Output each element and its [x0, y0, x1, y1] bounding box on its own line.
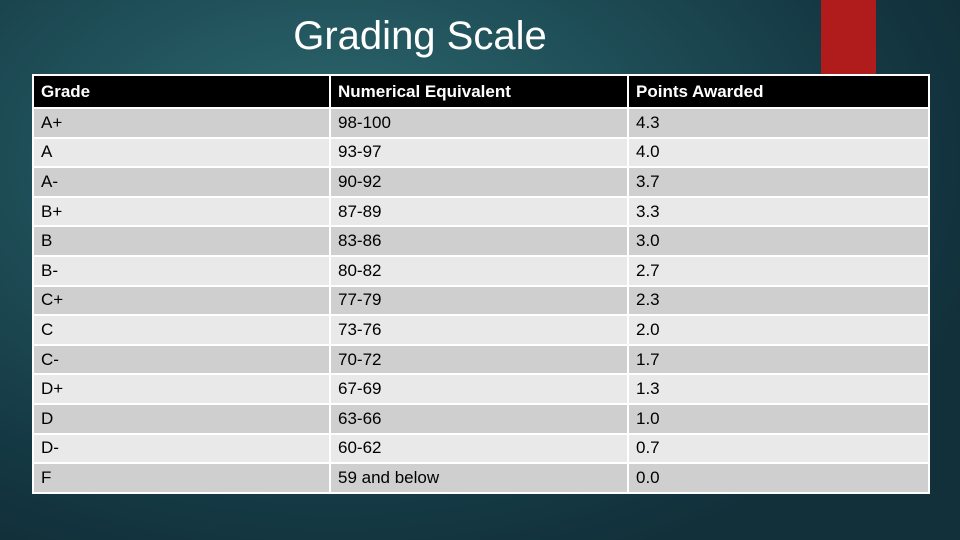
- table-row: B+ 87-89 3.3: [32, 195, 930, 228]
- cell-points-awarded: 0.0: [627, 462, 930, 494]
- cell-grade: F: [32, 462, 331, 494]
- cell-numerical-equivalent: 59 and below: [329, 462, 629, 494]
- cell-grade: C+: [32, 284, 331, 317]
- table-row: D+ 67-69 1.3: [32, 373, 930, 405]
- cell-grade: B-: [32, 254, 331, 287]
- red-accent-bar: [821, 0, 876, 75]
- table-row: C- 70-72 1.7: [32, 343, 930, 376]
- cell-numerical-equivalent: 83-86: [329, 225, 629, 257]
- cell-numerical-equivalent: 67-69: [329, 373, 629, 405]
- cell-grade: C-: [32, 343, 331, 376]
- table-row: D 63-66 1.0: [32, 402, 930, 435]
- cell-grade: D: [32, 402, 331, 435]
- cell-points-awarded: 3.0: [627, 225, 930, 257]
- cell-grade: A-: [32, 166, 331, 198]
- cell-grade: B+: [32, 195, 331, 228]
- cell-grade: D+: [32, 373, 331, 405]
- cell-numerical-equivalent: 93-97: [329, 136, 629, 169]
- cell-points-awarded: 2.3: [627, 284, 930, 317]
- cell-points-awarded: 1.7: [627, 343, 930, 376]
- cell-numerical-equivalent: 60-62: [329, 432, 629, 465]
- table-row: A- 90-92 3.7: [32, 166, 930, 198]
- cell-points-awarded: 2.7: [627, 254, 930, 287]
- cell-points-awarded: 0.7: [627, 432, 930, 465]
- header-numerical-equivalent: Numerical Equivalent: [329, 74, 629, 109]
- header-grade: Grade: [32, 74, 331, 109]
- table-row: B- 80-82 2.7: [32, 254, 930, 287]
- table-row: B 83-86 3.0: [32, 225, 930, 257]
- cell-grade: C: [32, 314, 331, 346]
- cell-numerical-equivalent: 63-66: [329, 402, 629, 435]
- cell-points-awarded: 3.7: [627, 166, 930, 198]
- cell-grade: A+: [32, 107, 331, 139]
- cell-numerical-equivalent: 90-92: [329, 166, 629, 198]
- cell-numerical-equivalent: 87-89: [329, 195, 629, 228]
- table-row: A+ 98-100 4.3: [32, 107, 930, 139]
- header-points-awarded: Points Awarded: [627, 74, 930, 109]
- cell-points-awarded: 1.0: [627, 402, 930, 435]
- cell-numerical-equivalent: 98-100: [329, 107, 629, 139]
- cell-grade: A: [32, 136, 331, 169]
- table-row: D- 60-62 0.7: [32, 432, 930, 465]
- cell-points-awarded: 4.3: [627, 107, 930, 139]
- table-row: A 93-97 4.0: [32, 136, 930, 169]
- cell-points-awarded: 4.0: [627, 136, 930, 169]
- table-row: F 59 and below 0.0: [32, 462, 930, 494]
- cell-numerical-equivalent: 80-82: [329, 254, 629, 287]
- cell-points-awarded: 1.3: [627, 373, 930, 405]
- slide-title: Grading Scale: [293, 14, 547, 58]
- table-row: C+ 77-79 2.3: [32, 284, 930, 317]
- cell-numerical-equivalent: 73-76: [329, 314, 629, 346]
- cell-points-awarded: 3.3: [627, 195, 930, 228]
- cell-grade: B: [32, 225, 331, 257]
- cell-points-awarded: 2.0: [627, 314, 930, 346]
- table-row: C 73-76 2.0: [32, 314, 930, 346]
- table-header-row: Grade Numerical Equivalent Points Awarde…: [32, 74, 930, 109]
- cell-numerical-equivalent: 77-79: [329, 284, 629, 317]
- cell-numerical-equivalent: 70-72: [329, 343, 629, 376]
- cell-grade: D-: [32, 432, 331, 465]
- grading-scale-table: Grade Numerical Equivalent Points Awarde…: [32, 74, 930, 494]
